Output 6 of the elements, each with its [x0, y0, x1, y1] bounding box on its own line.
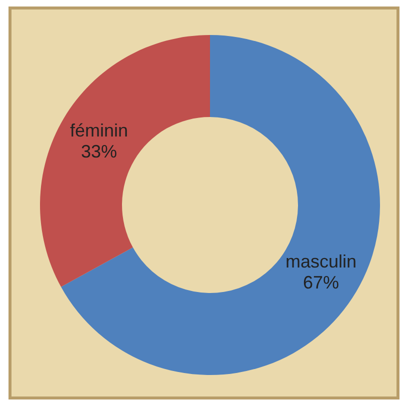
- slice-label: masculin: [286, 252, 357, 272]
- data-label: 33%: [80, 141, 117, 162]
- data-label: 67%: [303, 272, 340, 293]
- slice-label: féminin: [70, 120, 128, 140]
- donut-slice: [61, 35, 380, 375]
- donut-slice: [40, 35, 210, 287]
